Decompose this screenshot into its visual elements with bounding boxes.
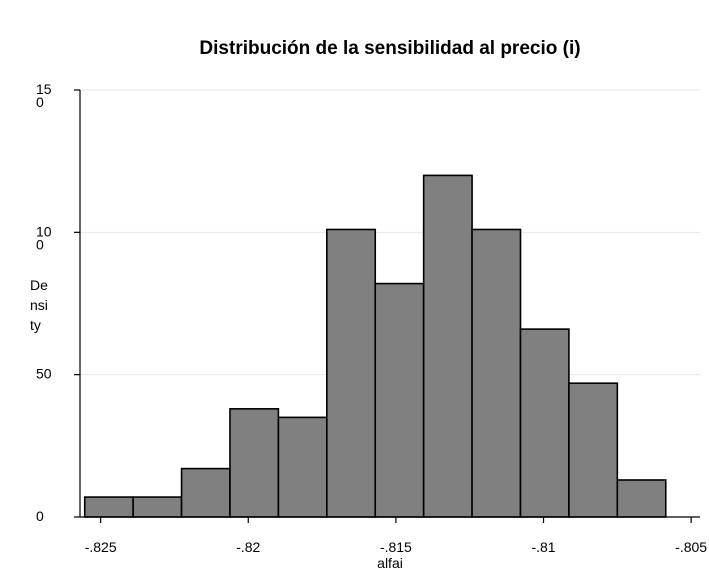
- histogram-bar: [132, 496, 183, 518]
- histogram-bar: [568, 382, 619, 518]
- chart-title: Distribución de la sensibilidad al preci…: [199, 38, 581, 59]
- x-tick-label: -.82: [236, 539, 260, 555]
- histogram-bar: [277, 416, 328, 518]
- y-tick-label: 10: [36, 223, 52, 239]
- y-tick-label: 0: [36, 508, 44, 524]
- histogram-bar: [180, 467, 231, 518]
- x-tick-label: -.81: [531, 539, 555, 555]
- x-tick-label: -.805: [675, 539, 707, 555]
- histogram-bar: [326, 228, 377, 518]
- histogram-bar: [422, 174, 473, 518]
- x-tick-label: -.815: [380, 539, 412, 555]
- y-tick-label: 0: [36, 94, 44, 110]
- x-axis-label: alfai: [377, 555, 403, 571]
- y-axis-label: ty: [30, 317, 41, 333]
- x-tick-label: -.825: [85, 539, 117, 555]
- histogram-bar: [471, 228, 522, 518]
- y-tick-label: 50: [36, 366, 52, 382]
- y-tick-label: 15: [36, 81, 52, 97]
- y-axis-label: nsi: [30, 297, 48, 313]
- histogram-bar: [374, 282, 425, 518]
- histogram-bar: [229, 408, 280, 518]
- y-tick-label: 0: [36, 236, 44, 252]
- histogram-bar: [616, 479, 667, 518]
- histogram-bar: [519, 328, 570, 518]
- histogram-bar: [83, 496, 134, 518]
- y-axis-label: De: [30, 277, 48, 293]
